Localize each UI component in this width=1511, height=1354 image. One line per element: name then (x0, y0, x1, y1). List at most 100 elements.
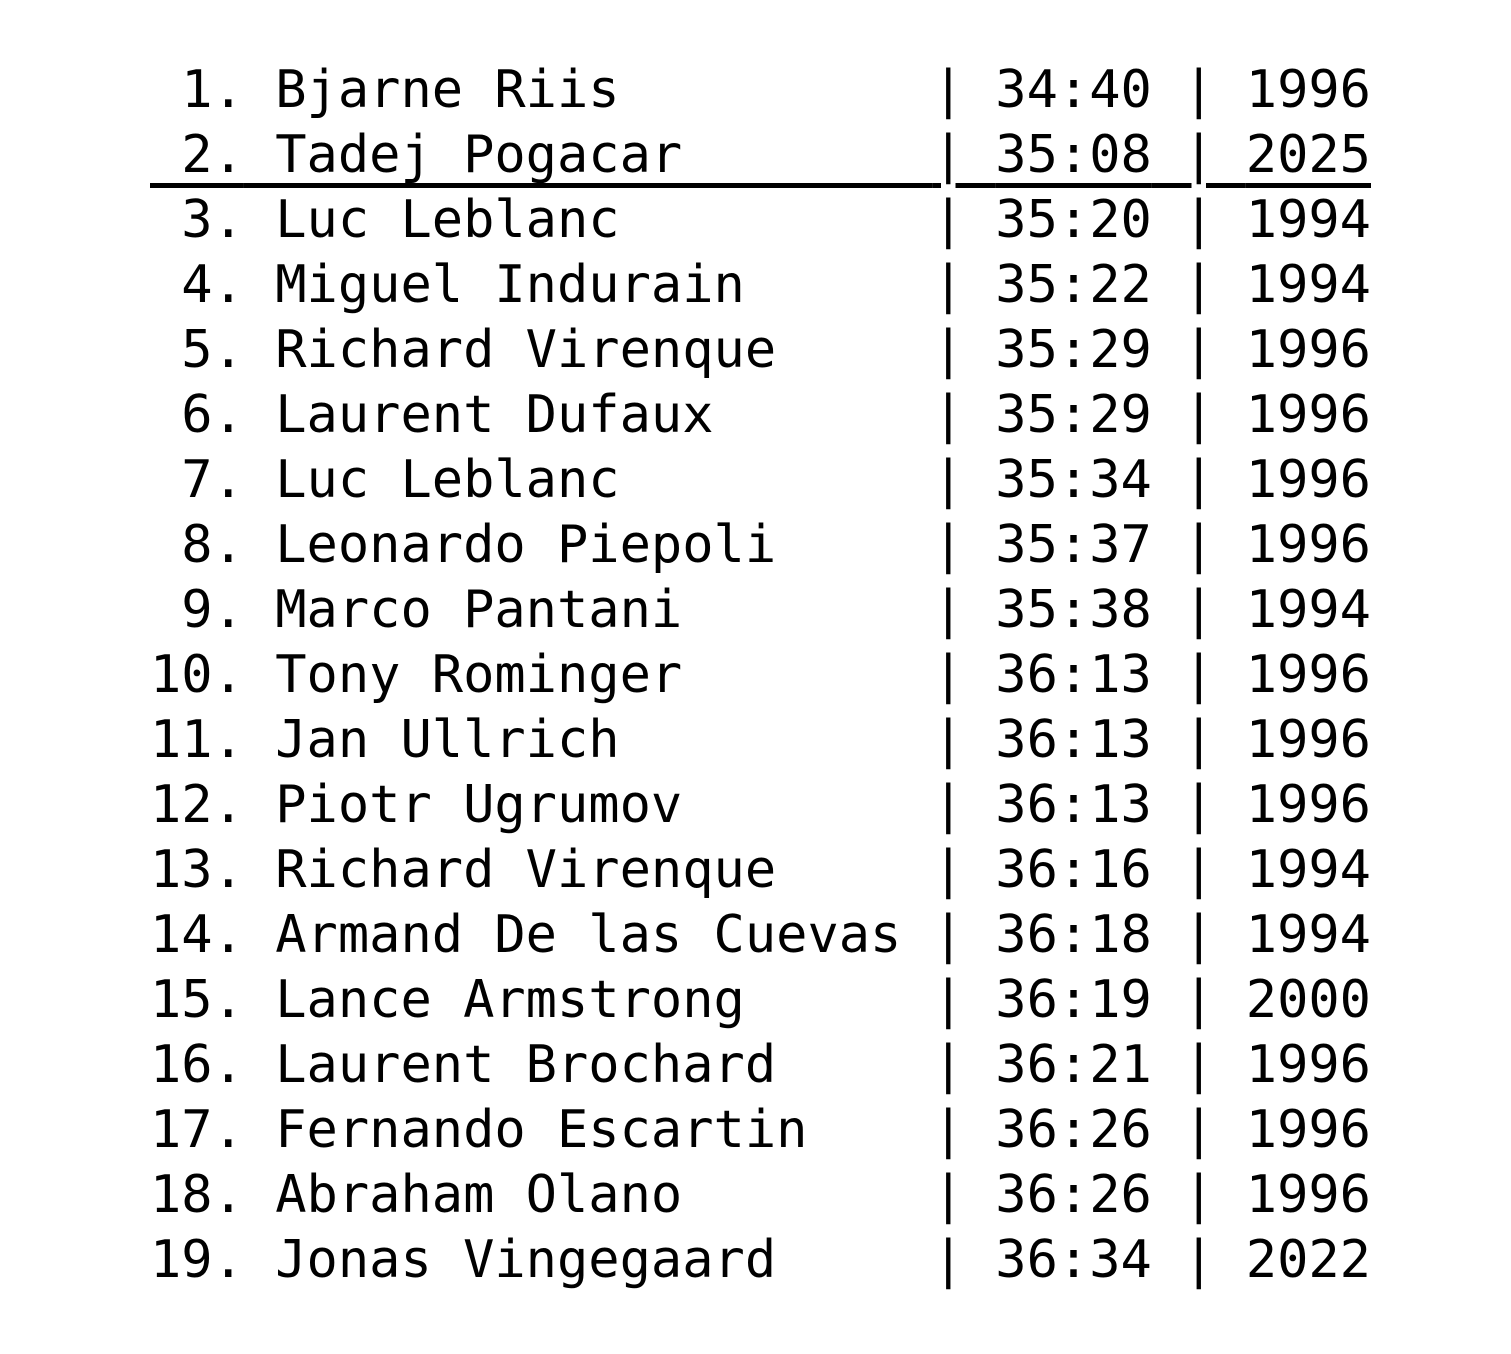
column-separator: | (932, 515, 996, 575)
column-separator: | (932, 645, 996, 705)
table-row: 14. Armand De las Cuevas | 36:18 | 1994 (150, 903, 1511, 968)
rank-cell: 11. (150, 710, 244, 770)
table-row: 5. Richard Virenque | 35:29 | 1996 (150, 318, 1511, 383)
year-cell: 1996 (1245, 515, 1371, 575)
year-cell: 1996 (1245, 60, 1371, 120)
rider-name-cell: Richard Virenque (243, 840, 933, 900)
column-separator: | (932, 1100, 996, 1160)
column-separator: | (1151, 905, 1246, 965)
column-separator: | (1151, 385, 1246, 445)
rank-cell: 8. (150, 515, 244, 575)
time-cell: 36:13 (995, 775, 1152, 835)
time-cell: 36:26 (995, 1100, 1152, 1160)
rank-cell: 19. (150, 1230, 244, 1290)
rank-cell: 16. (150, 1035, 244, 1095)
time-cell: 36:34 (995, 1230, 1152, 1290)
table-row: 4. Miguel Indurain | 35:22 | 1994 (150, 253, 1511, 318)
rider-name-cell: Jonas Vingegaard (243, 1230, 933, 1290)
rank-cell: 7. (150, 450, 244, 510)
rank-cell: 14. (150, 905, 244, 965)
column-separator: | (932, 450, 996, 510)
column-separator: | (932, 60, 996, 120)
rank-cell: 6. (150, 385, 244, 445)
rider-name-cell: Lance Armstrong (243, 970, 933, 1030)
rank-cell: 2. (150, 125, 244, 185)
rider-name-cell: Miguel Indurain (243, 255, 933, 315)
time-cell: 35:29 (995, 385, 1152, 445)
table-row: 13. Richard Virenque | 36:16 | 1994 (150, 838, 1511, 903)
table-row: 9. Marco Pantani | 35:38 | 1994 (150, 578, 1511, 643)
rider-name-cell: Tony Rominger (243, 645, 933, 705)
time-cell: 35:34 (995, 450, 1152, 510)
year-cell: 2000 (1245, 970, 1371, 1030)
table-row: 6. Laurent Dufaux | 35:29 | 1996 (150, 383, 1511, 448)
year-cell: 1996 (1245, 385, 1371, 445)
rider-name-cell: Armand De las Cuevas (243, 905, 933, 965)
table-row: 19. Jonas Vingegaard | 36:34 | 2022 (150, 1228, 1511, 1293)
column-separator: | (1151, 775, 1246, 835)
rider-name-cell: Abraham Olano (243, 1165, 933, 1225)
rank-cell: 15. (150, 970, 244, 1030)
table-row: 15. Lance Armstrong | 36:19 | 2000 (150, 968, 1511, 1033)
year-cell: 1996 (1245, 645, 1371, 705)
column-separator: | (1151, 60, 1246, 120)
year-cell: 1994 (1245, 255, 1371, 315)
year-cell: 1996 (1245, 320, 1371, 380)
time-cell: 36:26 (995, 1165, 1152, 1225)
column-separator: | (932, 125, 996, 185)
rider-name-cell: Laurent Brochard (243, 1035, 933, 1095)
column-separator: | (1151, 1165, 1246, 1225)
table-row: 1. Bjarne Riis | 34:40 | 1996 (150, 58, 1511, 123)
column-separator: | (932, 1165, 996, 1225)
time-cell: 35:22 (995, 255, 1152, 315)
year-cell: 1994 (1245, 580, 1371, 640)
rank-cell: 4. (150, 255, 244, 315)
column-separator: | (1151, 320, 1246, 380)
column-separator: | (1151, 125, 1246, 185)
rider-name-cell: Leonardo Piepoli (243, 515, 933, 575)
column-separator: | (1151, 1230, 1246, 1290)
rank-cell: 3. (150, 190, 244, 250)
rider-name-cell: Laurent Dufaux (243, 385, 933, 445)
year-cell: 1994 (1245, 190, 1371, 250)
rider-name-cell: Luc Leblanc (243, 450, 933, 510)
rank-cell: 12. (150, 775, 244, 835)
time-cell: 36:19 (995, 970, 1152, 1030)
year-cell: 1996 (1245, 1035, 1371, 1095)
time-cell: 36:21 (995, 1035, 1152, 1095)
column-separator: | (932, 320, 996, 380)
table-row: 17. Fernando Escartin | 36:26 | 1996 (150, 1098, 1511, 1163)
column-separator: | (1151, 580, 1246, 640)
column-separator: | (1151, 515, 1246, 575)
column-separator: | (1151, 645, 1246, 705)
rider-name-cell: Richard Virenque (243, 320, 933, 380)
year-cell: 2022 (1245, 1230, 1371, 1290)
table-row: 2. Tadej Pogacar | 35:08 | 2025 (150, 123, 1511, 188)
column-separator: | (1151, 450, 1246, 510)
column-separator: | (1151, 1100, 1246, 1160)
year-cell: 1994 (1245, 905, 1371, 965)
column-separator: | (932, 385, 996, 445)
table-row: 16. Laurent Brochard | 36:21 | 1996 (150, 1033, 1511, 1098)
column-separator: | (1151, 710, 1246, 770)
rank-cell: 5. (150, 320, 244, 380)
column-separator: | (932, 190, 996, 250)
table-row: 12. Piotr Ugrumov | 36:13 | 1996 (150, 773, 1511, 838)
time-cell: 36:13 (995, 645, 1152, 705)
time-cell: 36:18 (995, 905, 1152, 965)
column-separator: | (932, 840, 996, 900)
rider-name-cell: Piotr Ugrumov (243, 775, 933, 835)
rider-name-cell: Bjarne Riis (243, 60, 933, 120)
year-cell: 2025 (1245, 125, 1371, 185)
rank-cell: 9. (150, 580, 244, 640)
results-list: 1. Bjarne Riis | 34:40 | 1996 2. Tadej P… (150, 58, 1511, 1293)
rider-name-cell: Luc Leblanc (243, 190, 933, 250)
time-cell: 35:29 (995, 320, 1152, 380)
year-cell: 1996 (1245, 1165, 1371, 1225)
table-row: 7. Luc Leblanc | 35:34 | 1996 (150, 448, 1511, 513)
time-cell: 34:40 (995, 60, 1152, 120)
column-separator: | (932, 710, 996, 770)
column-separator: | (1151, 840, 1246, 900)
column-separator: | (1151, 1035, 1246, 1095)
